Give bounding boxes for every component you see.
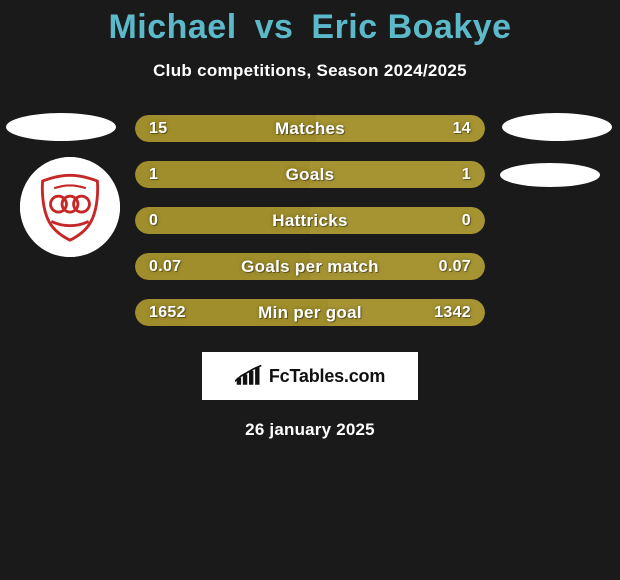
stat-label: Min per goal — [135, 303, 485, 323]
club-logo-left — [20, 157, 120, 257]
date-text: 26 january 2025 — [245, 420, 375, 440]
stat-label: Matches — [135, 119, 485, 139]
decorative-pill-right — [502, 113, 612, 141]
stat-value-right: 1342 — [434, 304, 471, 322]
stat-value-right: 14 — [453, 120, 471, 138]
subtitle: Club competitions, Season 2024/2025 — [153, 61, 467, 81]
stat-value-right: 0 — [462, 212, 471, 230]
player2-name: Eric Boakye — [311, 8, 511, 46]
decorative-pill-left — [6, 113, 116, 141]
stat-label: Hattricks — [135, 211, 485, 231]
stat-row: 0.07Goals per match0.07 — [135, 253, 485, 280]
stat-row: 1Goals1 — [135, 161, 485, 188]
stat-row: 0Hattricks0 — [135, 207, 485, 234]
stat-value-right: 0.07 — [439, 258, 471, 276]
player1-name: Michael — [108, 8, 236, 46]
stat-label: Goals — [135, 165, 485, 185]
shield-crest-icon — [34, 171, 106, 243]
stat-label: Goals per match — [135, 257, 485, 277]
comparison-title: Michael vs Eric Boakye — [108, 8, 511, 47]
stat-row: 1652Min per goal1342 — [135, 299, 485, 326]
stat-value-right: 1 — [462, 166, 471, 184]
brand-text: FcTables.com — [269, 366, 385, 387]
brand-box: FcTables.com — [202, 352, 418, 400]
stat-row: 15Matches14 — [135, 115, 485, 142]
decorative-pill-right-2 — [500, 163, 600, 187]
bar-chart-icon — [235, 364, 263, 388]
stat-rows: 15Matches14 1Goals1 0Hattricks0 0.07Goals p… — [135, 115, 485, 326]
vs-text: vs — [255, 8, 294, 46]
comparison-stage: 15Matches14 1Goals1 0Hattricks0 0.07Goals p… — [0, 115, 620, 326]
